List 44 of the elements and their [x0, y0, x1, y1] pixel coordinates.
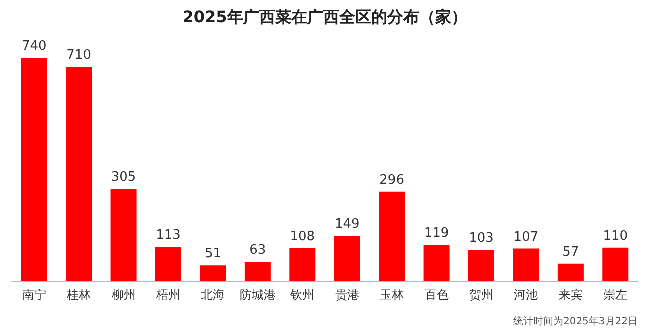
- x-tick-label: 崇左: [604, 288, 628, 302]
- data-label: 296: [380, 172, 404, 188]
- x-tick-label: 百色: [424, 288, 449, 302]
- data-label: 113: [156, 228, 181, 243]
- bar: [244, 262, 271, 281]
- data-label: 51: [204, 246, 222, 262]
- bar: [156, 246, 182, 281]
- x-tick-label: 贺州: [470, 288, 494, 302]
- data-label: 107: [514, 230, 539, 245]
- data-label: 149: [334, 217, 360, 232]
- bar: [513, 248, 540, 281]
- x-tick-label: 河池: [514, 288, 538, 302]
- bar: [200, 266, 226, 281]
- data-label: 63: [250, 243, 266, 258]
- x-tick-label: 桂林: [66, 288, 92, 302]
- bar: [110, 189, 137, 281]
- bar: [424, 245, 450, 281]
- x-tick-label: 梧州: [156, 288, 180, 302]
- data-label: 108: [290, 229, 316, 244]
- x-tick-label: 北海: [201, 288, 226, 302]
- data-label: 305: [111, 170, 136, 186]
- bar: [290, 248, 316, 281]
- bar: [66, 67, 92, 281]
- data-label: 103: [469, 230, 494, 246]
- bar: [558, 264, 584, 281]
- x-tick-label: 来宾: [558, 288, 583, 302]
- x-tick-label: 柳州: [112, 288, 136, 302]
- x-tick-label: 防城港: [240, 288, 276, 302]
- data-label: 710: [66, 48, 92, 64]
- x-tick-label: 玉林: [380, 288, 404, 302]
- text: 统计时间为2025年3月22日: [513, 316, 638, 328]
- x-tick-label: 钦州: [290, 288, 315, 302]
- chart-title: 2025年广西菜在广西全区的分布（家）: [182, 8, 468, 26]
- x-tick-label: 贵港: [335, 288, 360, 302]
- data-label: 740: [22, 39, 47, 54]
- x-tick-label: 南宁: [22, 288, 46, 302]
- bar: [602, 248, 629, 281]
- bar: [21, 58, 48, 281]
- bar: [468, 250, 494, 281]
- bar: [334, 236, 360, 281]
- data-label: 119: [424, 226, 450, 242]
- bar: [379, 192, 406, 281]
- data-label: 110: [603, 228, 628, 244]
- data-label: 57: [562, 244, 580, 260]
